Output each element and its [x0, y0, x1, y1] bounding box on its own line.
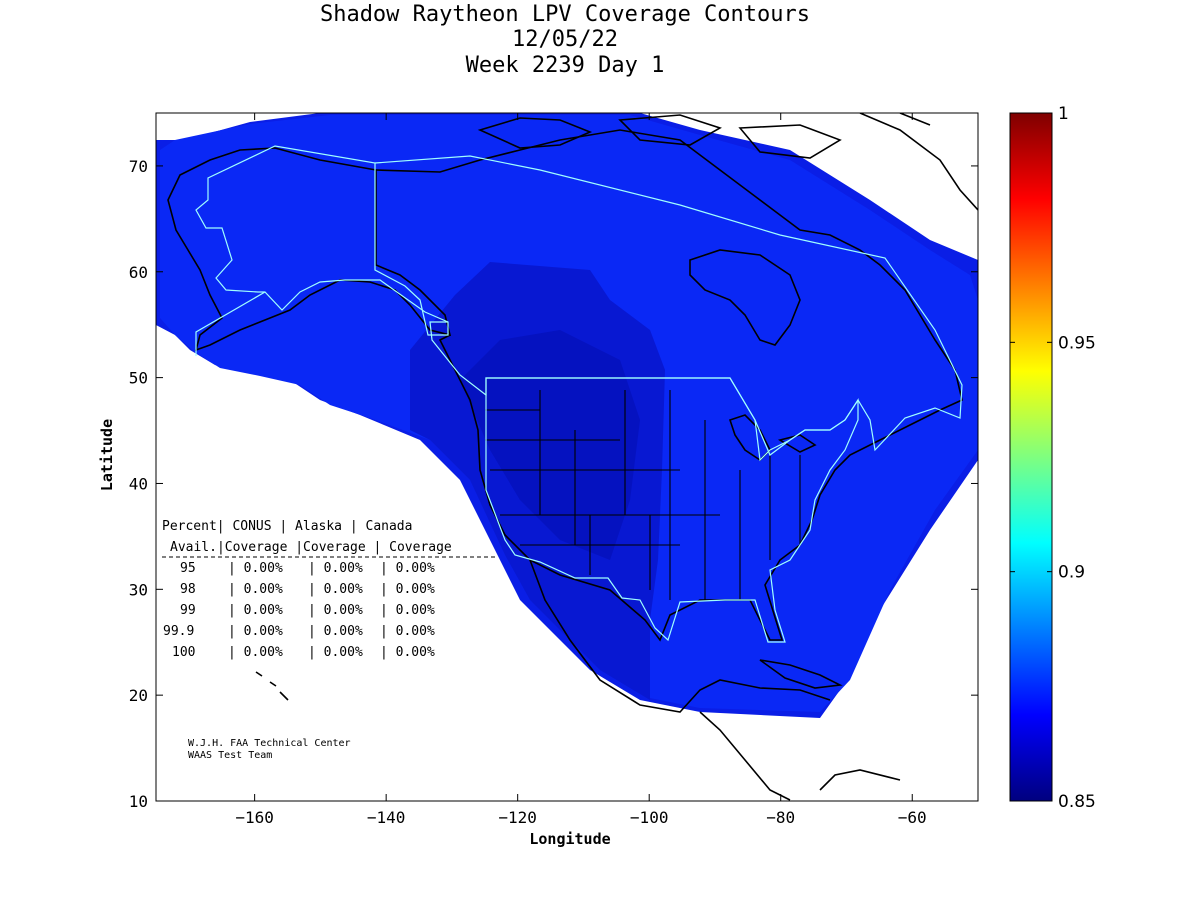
stats-alaska-cell: | 0.00%	[308, 624, 363, 639]
stats-table-row: 98 | 0.00% | 0.00% | 0.00%	[180, 582, 435, 597]
colorbar-tick-label: 0.9	[1058, 563, 1085, 583]
x-tick-label: −100	[630, 808, 669, 827]
coastline-north-america	[375, 129, 963, 642]
alaska-service-boundary	[195, 145, 449, 356]
stats-percent-cell: 99.9	[163, 624, 194, 639]
stats-alaska-cell: | 0.00%	[308, 582, 363, 597]
map-title: Shadow Raytheon LPV Coverage Contours	[319, 2, 811, 27]
stats-percent-cell: 95	[180, 561, 196, 576]
coverage-region-core	[460, 330, 640, 560]
colorbar-tick-label: 0.95	[1058, 333, 1096, 353]
stats-table-row: 100 | 0.00% | 0.00% | 0.00%	[172, 645, 435, 660]
stats-conus-cell: | 0.00%	[228, 624, 283, 639]
y-axis-label: Latitude	[98, 419, 116, 491]
map-week-day: Week 2239 Day 1	[465, 53, 665, 78]
conus-service-boundary	[485, 377, 859, 643]
coastline-cuba	[759, 659, 843, 689]
x-tick-label: −120	[498, 808, 537, 827]
map-date: 12/05/22	[512, 27, 618, 52]
stats-canada-cell: | 0.00%	[380, 603, 435, 618]
x-axis: −160 −140 −120 −100 −80 −60	[235, 113, 927, 827]
y-tick-label: 40	[129, 474, 148, 493]
y-tick-label: 20	[129, 686, 148, 705]
map-plot-area	[156, 113, 978, 801]
coastline-hudson-bay	[689, 249, 801, 346]
stats-alaska-cell: | 0.00%	[308, 645, 363, 660]
colorbar-tick-label: 1	[1058, 104, 1069, 124]
stats-table-row: 95 | 0.00% | 0.00% | 0.00%	[180, 561, 435, 576]
x-tick-label: −60	[898, 808, 927, 827]
stats-header-row-1: Percent| CONUS | Alaska | Canada	[162, 519, 412, 534]
y-tick-label: 60	[129, 263, 148, 282]
coastline-central-america	[699, 711, 901, 801]
y-axis: 10 20 30 40 50 60 70	[129, 157, 978, 811]
coastline-alaska	[167, 147, 452, 352]
coastline-hawaii	[255, 671, 289, 701]
stats-canada-cell: | 0.00%	[380, 624, 435, 639]
stats-percent-cell: 99	[180, 603, 196, 618]
stats-conus-cell: | 0.00%	[228, 603, 283, 618]
coastline-mexico	[529, 559, 831, 713]
x-tick-label: −80	[766, 808, 795, 827]
x-tick-label: −140	[367, 808, 406, 827]
x-tick-label: −160	[235, 808, 274, 827]
credit-line-2: WAAS Test Team	[188, 750, 273, 761]
stats-conus-cell: | 0.00%	[228, 561, 283, 576]
stats-percent-cell: 100	[172, 645, 195, 660]
stats-canada-cell: | 0.00%	[380, 561, 435, 576]
stats-table-row: 99 | 0.00% | 0.00% | 0.00%	[180, 603, 435, 618]
coverage-stats-table: Percent| CONUS | Alaska | Canada Avail.|C…	[162, 519, 452, 660]
stats-header-row-2: Avail.|Coverage |Coverage | Coverage	[170, 540, 452, 555]
credit-line-1: W.J.H. FAA Technical Center	[188, 738, 351, 749]
stats-table-row: 99.9 | 0.00% | 0.00% | 0.00%	[163, 624, 435, 639]
plot-frame	[155, 112, 979, 802]
state-boundaries	[485, 390, 801, 600]
colorbar-tick-label: 0.85	[1058, 792, 1096, 812]
stats-canada-cell: | 0.00%	[380, 645, 435, 660]
y-tick-label: 50	[129, 369, 148, 388]
stats-alaska-cell: | 0.00%	[308, 603, 363, 618]
y-tick-label: 30	[129, 580, 148, 599]
stats-conus-cell: | 0.00%	[228, 645, 283, 660]
colorbar	[1009, 112, 1053, 802]
coastline-greenland	[859, 113, 978, 211]
coastline-arctic-islands	[477, 114, 842, 159]
service-area-boundaries	[195, 145, 963, 643]
colorbar-ticks: 1 0.95 0.9 0.85	[1010, 104, 1096, 812]
y-tick-label: 70	[129, 157, 148, 176]
y-tick-label: 10	[129, 792, 148, 811]
stats-conus-cell: | 0.00%	[228, 582, 283, 597]
x-axis-label: Longitude	[529, 830, 610, 848]
stats-alaska-cell: | 0.00%	[308, 561, 363, 576]
stats-canada-cell: | 0.00%	[380, 582, 435, 597]
stats-percent-cell: 98	[180, 582, 196, 597]
